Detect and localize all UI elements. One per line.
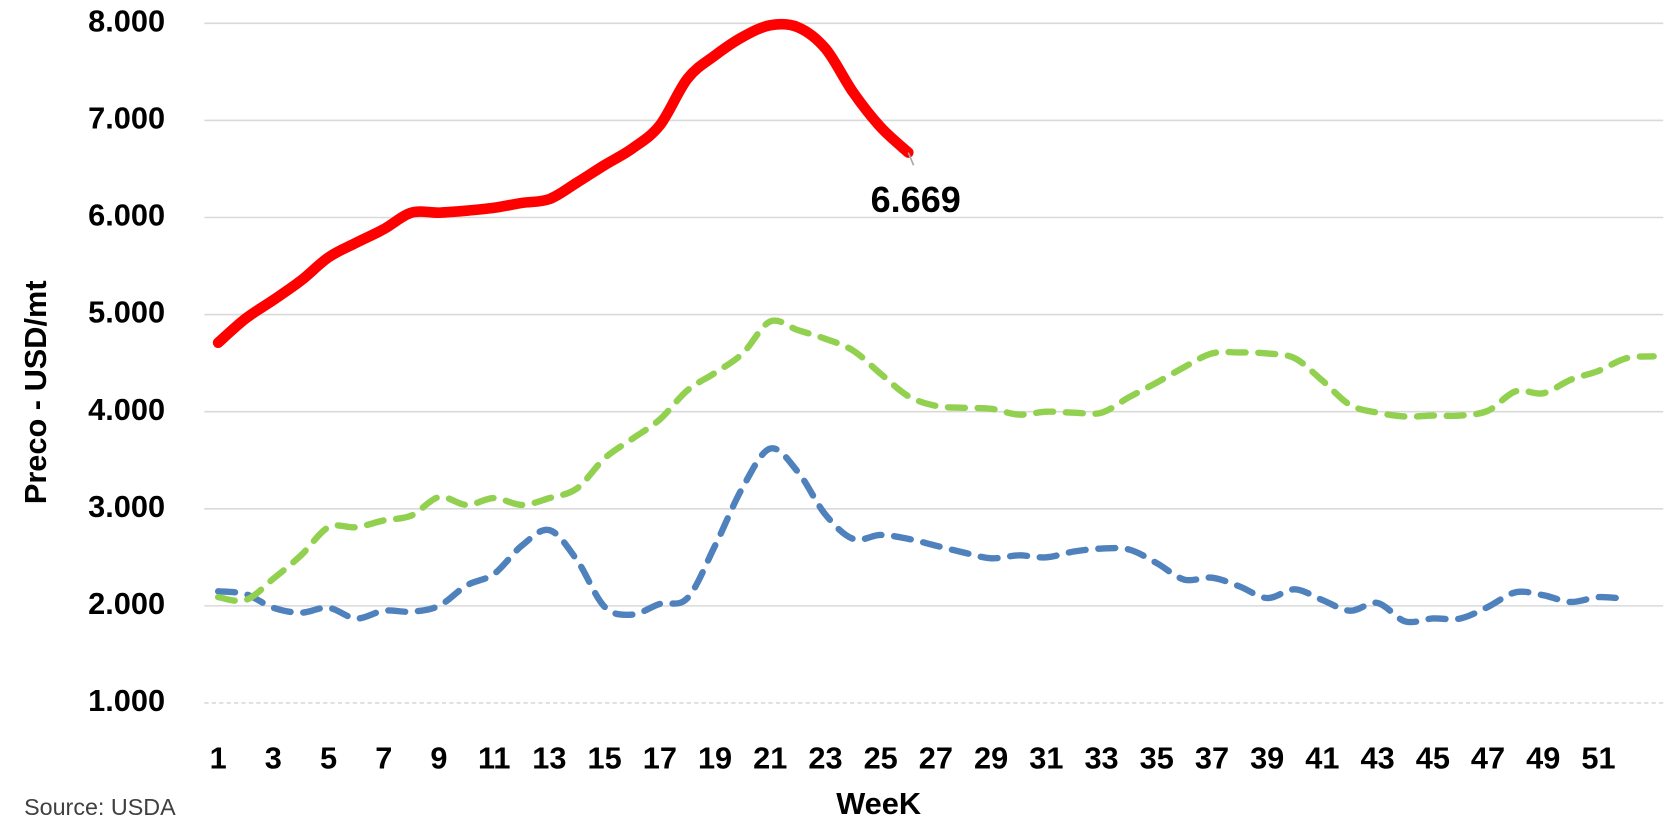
x-tick-label: 27	[919, 740, 953, 775]
x-tick-label: 5	[320, 740, 337, 775]
x-tick-label: 15	[588, 740, 622, 775]
data-label: 6.669	[871, 179, 961, 220]
x-tick-label: 17	[643, 740, 677, 775]
x-tick-label: 31	[1029, 740, 1063, 775]
x-tick-label: 35	[1140, 740, 1174, 775]
x-tick-label: 45	[1416, 740, 1450, 775]
x-tick-label: 9	[430, 740, 447, 775]
y-tick-label: 5.000	[88, 295, 165, 330]
y-tick-label: 2.000	[88, 586, 165, 621]
y-tick-label: 1.000	[88, 683, 165, 718]
x-tick-label: 41	[1305, 740, 1339, 775]
x-axis-label: WeeK	[836, 786, 921, 821]
series-line	[212, 18, 914, 349]
x-tick-label: 21	[753, 740, 787, 775]
y-tick-label: 3.000	[88, 489, 165, 524]
x-tick-label: 39	[1250, 740, 1284, 775]
y-tick-label: 4.000	[88, 392, 165, 427]
source-note: Source: USDA	[24, 794, 176, 820]
x-tick-label: 51	[1581, 740, 1615, 775]
label-leader	[907, 152, 915, 166]
y-tick-label: 8.000	[88, 3, 165, 38]
series-line	[214, 445, 1630, 626]
x-tick-label: 49	[1526, 740, 1560, 775]
y-tick-label: 7.000	[88, 101, 165, 136]
x-tick-label: 19	[698, 740, 732, 775]
x-tick-label: 29	[974, 740, 1008, 775]
x-tick-label: 43	[1361, 740, 1395, 775]
x-tick-label: 11	[478, 740, 510, 775]
y-axis-label: Preco - USD/mt	[18, 280, 53, 504]
x-tick-label: 13	[532, 740, 566, 775]
x-tick-label: 37	[1195, 740, 1229, 775]
x-tick-label: 7	[375, 740, 392, 775]
x-tick-label: 25	[864, 740, 898, 775]
x-tick-label: 33	[1084, 740, 1118, 775]
x-tick-label: 23	[808, 740, 842, 775]
x-tick-label: 47	[1471, 740, 1505, 775]
series-line	[214, 317, 1657, 605]
x-tick-label: 1	[210, 740, 227, 775]
x-tick-label: 3	[265, 740, 282, 775]
y-tick-label: 6.000	[88, 198, 165, 233]
